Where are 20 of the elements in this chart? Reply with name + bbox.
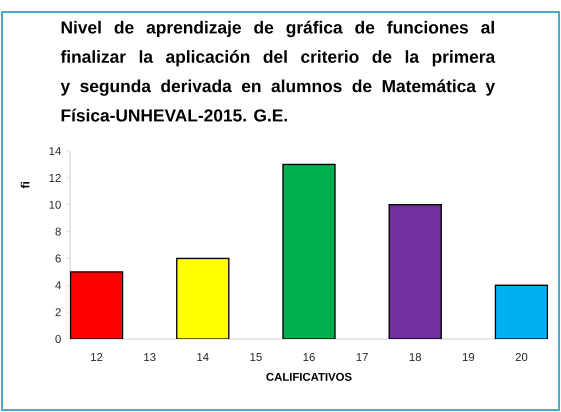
chart-title: Nivel de aprendizaje de gráfica de funciones al finalizar la aplicación del criterio de la primera y segunda derivada en alumnos de Matemática y Física-UNHEVAL-2015. G.E. [60, 20, 496, 122]
y-tick-label: 0 [55, 334, 61, 344]
x-tick-label: 12 [91, 353, 102, 361]
y-axis-title: fi [20, 182, 30, 188]
y-tick-label: 4 [55, 281, 61, 290]
x-tick-label: 16 [304, 353, 315, 362]
x-tick-label: 15 [250, 353, 262, 361]
x-axis-title: CALIFICATIVOS [266, 372, 352, 381]
x-tick-label: 17 [356, 353, 368, 361]
y-tick-label: 6 [56, 254, 61, 262]
x-tick-label: 19 [462, 353, 474, 362]
x-tick-label: 20 [516, 353, 528, 362]
y-tick-label: 10 [50, 200, 61, 209]
x-tick-label: 14 [197, 353, 209, 361]
x-tick-label: 13 [144, 353, 156, 362]
x-tick-label: 18 [410, 353, 422, 362]
y-tick-label: 14 [50, 147, 61, 155]
y-tick-label: 8 [55, 228, 61, 236]
y-tick-label: 2 [56, 308, 61, 316]
y-tick-label: 12 [50, 174, 61, 182]
